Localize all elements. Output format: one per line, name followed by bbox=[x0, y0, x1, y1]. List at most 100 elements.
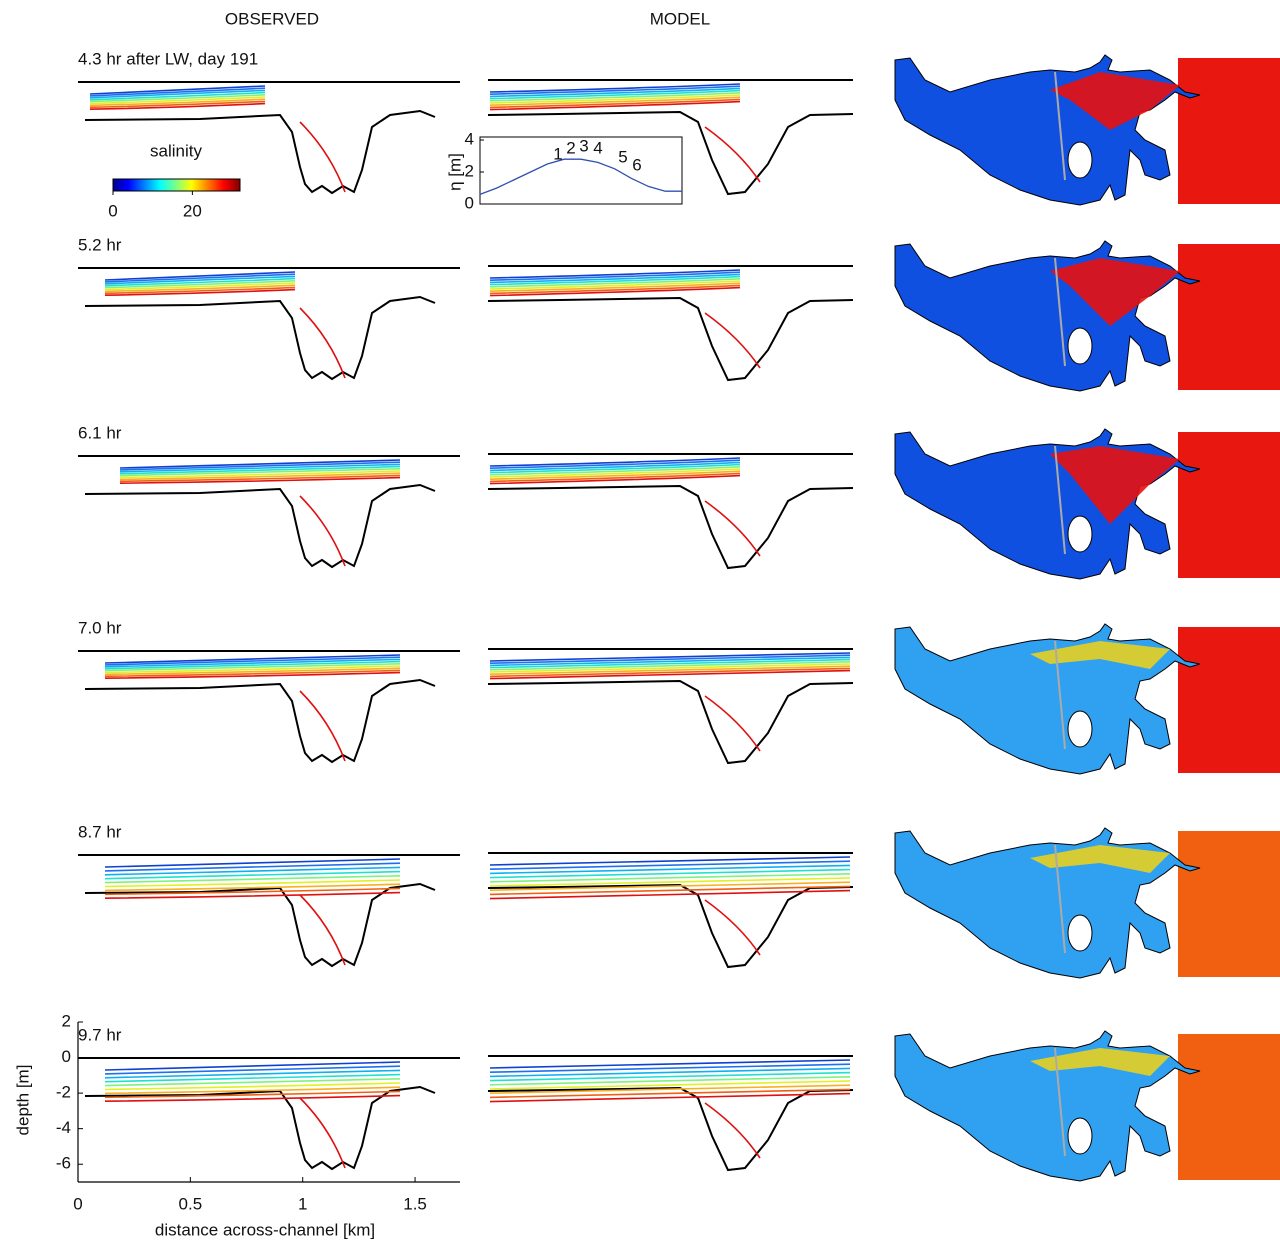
contour bbox=[705, 127, 760, 182]
panel-row: 9.7 hr bbox=[78, 1025, 1280, 1181]
panel-label: 9.7 hr bbox=[78, 1025, 122, 1044]
bathymetry bbox=[488, 298, 853, 380]
phase-label: 3 bbox=[579, 136, 588, 155]
phase-label: 1 bbox=[553, 144, 562, 163]
x-axis-label: distance across-channel [km] bbox=[155, 1220, 375, 1239]
y-tick-label: -6 bbox=[56, 1154, 71, 1173]
contour bbox=[300, 691, 345, 761]
x-tick-label: 1.5 bbox=[403, 1194, 427, 1213]
bathymetry bbox=[85, 485, 435, 567]
contour bbox=[300, 122, 345, 192]
inset-tick-label: 2 bbox=[465, 161, 474, 180]
y-tick-label: 0 bbox=[62, 1047, 71, 1066]
estuary bbox=[895, 624, 1200, 774]
inset-tick-label: 4 bbox=[465, 129, 474, 148]
island bbox=[1068, 1118, 1092, 1154]
island bbox=[1068, 142, 1092, 178]
island bbox=[1068, 711, 1092, 747]
contour bbox=[105, 872, 400, 879]
contour bbox=[490, 1077, 850, 1085]
contour bbox=[705, 900, 760, 955]
map bbox=[895, 241, 1280, 391]
panel-row: 6.1 hr bbox=[78, 423, 1280, 579]
x-tick-label: 0.5 bbox=[179, 1194, 203, 1213]
map bbox=[895, 55, 1280, 205]
contour bbox=[490, 1068, 850, 1076]
estuary bbox=[895, 429, 1200, 579]
panel-label: 5.2 hr bbox=[78, 235, 122, 254]
y-tick-label: 2 bbox=[62, 1011, 71, 1030]
ocean bbox=[1178, 244, 1280, 390]
ocean bbox=[1178, 831, 1280, 977]
ocean bbox=[1178, 627, 1280, 773]
map bbox=[895, 828, 1280, 978]
contour bbox=[705, 696, 760, 751]
panel-label: 7.0 hr bbox=[78, 618, 122, 637]
panel-label: 4.3 hr after LW, day 191 bbox=[78, 49, 258, 68]
column-title: OBSERVED bbox=[225, 9, 319, 28]
map bbox=[895, 429, 1280, 579]
bathymetry bbox=[85, 680, 435, 762]
contour bbox=[105, 1070, 400, 1077]
estuary bbox=[895, 55, 1200, 205]
contour bbox=[490, 1073, 850, 1081]
phase-label: 5 bbox=[618, 147, 627, 166]
contour bbox=[705, 313, 760, 368]
contour bbox=[300, 496, 345, 566]
contour bbox=[490, 865, 850, 873]
contour bbox=[490, 874, 850, 882]
contour bbox=[705, 501, 760, 556]
colorbar-label: salinity bbox=[150, 141, 202, 160]
contour bbox=[300, 308, 345, 378]
phase-label: 4 bbox=[593, 138, 602, 157]
inset-tick-label: 0 bbox=[465, 193, 474, 212]
contour bbox=[105, 1066, 400, 1074]
estuary bbox=[895, 1031, 1200, 1181]
figure: OBSERVED MODEL 4.3 hr after LW, day 191 5… bbox=[0, 0, 1280, 1243]
contour bbox=[490, 882, 850, 890]
bathymetry bbox=[488, 486, 853, 568]
contour bbox=[105, 1062, 400, 1070]
island bbox=[1068, 915, 1092, 951]
panel-row: 8.7 hr bbox=[78, 822, 1280, 978]
contour bbox=[300, 1098, 345, 1168]
colorbar-tick-label: 20 bbox=[183, 201, 202, 220]
column-title: MODEL bbox=[650, 9, 710, 28]
contour bbox=[300, 895, 345, 965]
bathymetry bbox=[85, 297, 435, 379]
island bbox=[1068, 328, 1092, 364]
panel-label: 6.1 hr bbox=[78, 423, 122, 442]
map bbox=[895, 624, 1280, 774]
contour bbox=[490, 1085, 850, 1093]
bathymetry bbox=[488, 681, 853, 763]
contour bbox=[105, 1075, 400, 1082]
y-tick-label: -2 bbox=[56, 1083, 71, 1102]
panel-row: 7.0 hr bbox=[78, 618, 1280, 774]
phase-label: 2 bbox=[566, 138, 575, 157]
contour bbox=[490, 1060, 850, 1068]
contour bbox=[705, 1103, 760, 1158]
panel-row: 5.2 hr bbox=[78, 235, 1280, 391]
phase-label: 6 bbox=[632, 155, 641, 174]
x-tick-label: 1 bbox=[298, 1194, 307, 1213]
colorbar-tick-label: 0 bbox=[108, 201, 117, 220]
contour bbox=[105, 859, 400, 867]
map bbox=[895, 1031, 1280, 1181]
y-tick-label: -4 bbox=[56, 1118, 71, 1137]
contour bbox=[490, 861, 850, 869]
panel-label: 8.7 hr bbox=[78, 822, 122, 841]
inset-ylabel: η [m] bbox=[445, 153, 464, 191]
estuary bbox=[895, 828, 1200, 978]
contour bbox=[105, 867, 400, 874]
ocean bbox=[1178, 58, 1280, 204]
estuary bbox=[895, 241, 1200, 391]
x-tick-label: 0 bbox=[73, 1194, 82, 1213]
contour bbox=[105, 863, 400, 871]
contour bbox=[490, 1064, 850, 1072]
ocean bbox=[1178, 1034, 1280, 1180]
island bbox=[1068, 516, 1092, 552]
ocean bbox=[1178, 432, 1280, 578]
page: {"figure":{ "columns":["OBSERVED","MODEL… bbox=[0, 0, 1280, 1243]
contour bbox=[490, 870, 850, 878]
y-axis-label: depth [m] bbox=[13, 1065, 32, 1136]
